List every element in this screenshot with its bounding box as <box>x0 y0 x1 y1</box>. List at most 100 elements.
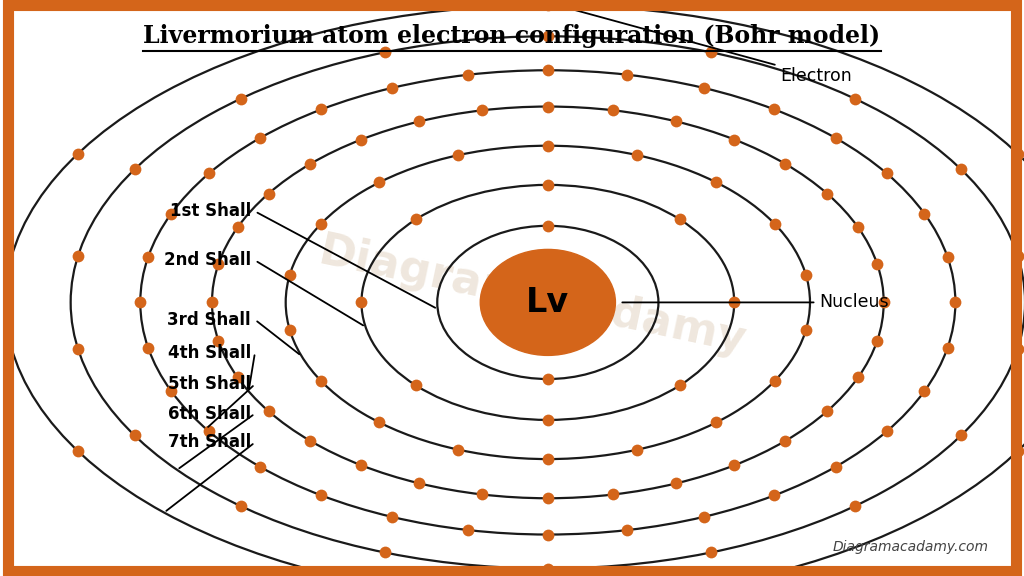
Point <box>377 48 393 57</box>
Point <box>847 94 863 103</box>
Point <box>232 502 249 511</box>
Text: 1st Shall: 1st Shall <box>170 202 251 221</box>
Point <box>702 48 719 57</box>
Point <box>408 381 424 390</box>
Point <box>450 150 466 160</box>
Point <box>353 135 370 144</box>
Ellipse shape <box>480 249 615 355</box>
Text: Electron: Electron <box>556 5 852 85</box>
Point <box>163 209 179 218</box>
Point <box>252 462 268 471</box>
Point <box>302 436 318 445</box>
Point <box>201 169 217 178</box>
Point <box>282 271 298 280</box>
Point <box>620 70 636 79</box>
Point <box>798 325 814 334</box>
Point <box>709 418 725 427</box>
Point <box>260 407 276 416</box>
Point <box>353 298 370 307</box>
Point <box>260 189 276 198</box>
Point <box>916 209 933 218</box>
Point <box>540 180 556 190</box>
Text: Diagramacadamy: Diagramacadamy <box>314 230 751 363</box>
Text: Nucleus: Nucleus <box>623 293 889 312</box>
Point <box>474 490 490 499</box>
Point <box>695 512 712 521</box>
Point <box>1010 446 1024 456</box>
Point <box>70 149 86 158</box>
Point <box>695 84 712 93</box>
Point <box>540 1 556 10</box>
Point <box>140 252 157 262</box>
Text: 4th Shall: 4th Shall <box>168 343 251 362</box>
Point <box>232 94 249 103</box>
Point <box>450 445 466 454</box>
Point <box>726 461 742 470</box>
Point <box>798 271 814 280</box>
Point <box>411 117 427 126</box>
Point <box>1010 344 1024 353</box>
Point <box>916 386 933 396</box>
Point <box>767 219 783 229</box>
Point <box>210 260 226 269</box>
Point <box>620 525 636 535</box>
Text: Lv: Lv <box>526 286 569 319</box>
Point <box>540 221 556 230</box>
Point <box>672 215 688 224</box>
Point <box>540 494 556 503</box>
Point <box>126 165 142 174</box>
Point <box>540 374 556 384</box>
Point <box>953 431 970 440</box>
Text: Diagramacadamy.com: Diagramacadamy.com <box>833 540 988 554</box>
Point <box>302 160 318 169</box>
Point <box>869 336 886 345</box>
Point <box>850 223 866 232</box>
Point <box>1010 252 1024 261</box>
Point <box>876 298 892 307</box>
Point <box>777 160 794 169</box>
Point <box>353 461 370 470</box>
Point <box>384 512 400 521</box>
Point <box>850 373 866 382</box>
Point <box>540 564 556 573</box>
Point <box>70 446 86 456</box>
Point <box>847 502 863 511</box>
Point <box>474 106 490 115</box>
Point <box>408 215 424 224</box>
Point <box>377 548 393 557</box>
Point <box>672 381 688 390</box>
Point <box>540 102 556 111</box>
Point <box>709 178 725 187</box>
Point <box>767 376 783 385</box>
Point <box>879 169 895 178</box>
Point <box>953 165 970 174</box>
Text: 2nd Shall: 2nd Shall <box>164 251 251 270</box>
Text: Livermorium atom electron configuration (Bohr model): Livermorium atom electron configuration … <box>143 24 881 48</box>
Text: 3rd Shall: 3rd Shall <box>167 310 251 329</box>
Point <box>210 336 226 345</box>
Point <box>540 415 556 425</box>
Point <box>939 343 955 353</box>
Point <box>777 436 794 445</box>
Point <box>869 260 886 269</box>
Point <box>140 343 157 353</box>
Point <box>939 252 955 262</box>
Point <box>947 298 964 307</box>
Point <box>371 178 387 187</box>
Point <box>630 445 646 454</box>
Point <box>726 298 742 307</box>
Point <box>229 223 246 232</box>
Point <box>827 462 844 471</box>
Point <box>540 530 556 539</box>
Point <box>766 105 782 114</box>
Point <box>540 141 556 150</box>
Point <box>630 150 646 160</box>
Point <box>126 431 142 440</box>
Point <box>460 525 476 535</box>
Point <box>313 491 330 500</box>
Point <box>819 407 836 416</box>
Point <box>540 66 556 75</box>
Point <box>163 386 179 396</box>
Point <box>411 479 427 488</box>
Point <box>313 105 330 114</box>
